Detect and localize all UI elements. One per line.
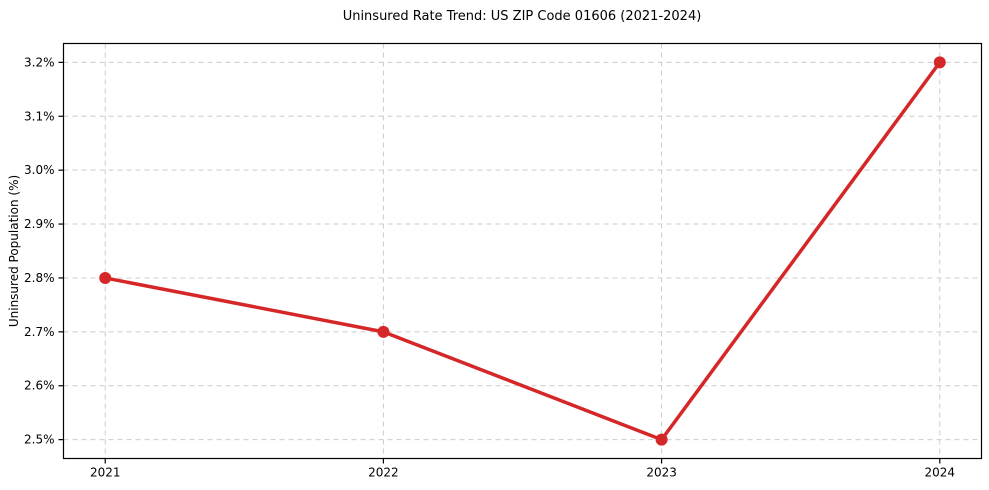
trend-line bbox=[103, 60, 942, 442]
y-tick-label: 2.6% bbox=[24, 379, 55, 393]
y-tick-label: 3.1% bbox=[24, 109, 55, 123]
data-point-marker bbox=[655, 433, 668, 446]
x-tick-label: 2022 bbox=[368, 466, 399, 480]
data-point-marker bbox=[99, 271, 112, 284]
y-tick-label: 2.8% bbox=[24, 271, 55, 285]
chart-title: Uninsured Rate Trend: US ZIP Code 01606 … bbox=[342, 9, 702, 24]
x-tick-label: 2023 bbox=[646, 466, 677, 480]
y-tick-label: 2.7% bbox=[24, 325, 55, 339]
y-tick-label: 2.5% bbox=[24, 433, 55, 447]
data-point-marker bbox=[933, 56, 946, 69]
x-tick-label: 2024 bbox=[924, 466, 955, 480]
x-tick-label: 2021 bbox=[90, 466, 121, 480]
y-tick-label: 2.9% bbox=[24, 217, 55, 231]
y-tick-label: 3.0% bbox=[24, 163, 55, 177]
plot-border bbox=[62, 42, 983, 460]
y-axis-label: Uninsured Population (%) bbox=[7, 174, 21, 328]
data-point-marker bbox=[377, 325, 390, 338]
y-tick-label: 3.2% bbox=[24, 55, 55, 69]
